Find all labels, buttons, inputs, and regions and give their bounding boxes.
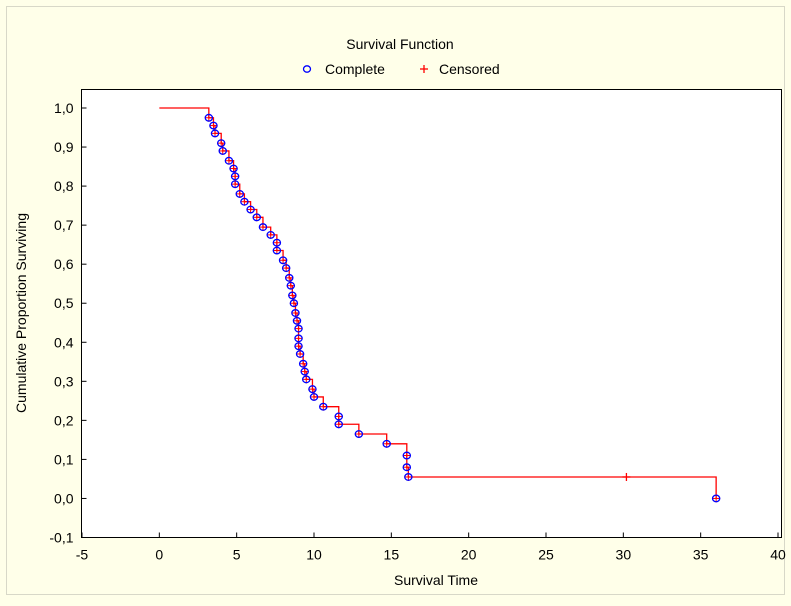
complete-point <box>309 392 319 401</box>
y-tick-label: -0,1 <box>49 530 73 546</box>
complete-point <box>291 308 300 317</box>
legend-censored-label: Censored <box>439 61 500 77</box>
complete-point <box>272 238 282 247</box>
plot-area <box>81 89 782 538</box>
complete-point <box>285 273 294 282</box>
complete-point <box>289 299 299 308</box>
legend-complete-label: Complete <box>325 61 385 77</box>
y-tick-label: 0,6 <box>54 256 74 272</box>
y-tick-label: 0,8 <box>54 178 74 194</box>
y-tick-label: 0,2 <box>54 412 74 428</box>
complete-point <box>210 129 220 138</box>
legend-censored-marker <box>420 65 428 73</box>
y-axis: -0,1 0,0 0,1 0,2 0,3 0,4 0,5 0,6 0,7 0,8 0,9 1,0 <box>49 100 87 546</box>
complete-point <box>294 324 303 333</box>
censored-point <box>622 472 631 481</box>
x-tick-label: 20 <box>461 547 477 563</box>
complete-point <box>298 359 308 368</box>
complete-point <box>319 402 328 411</box>
complete-point <box>246 205 255 214</box>
complete-point <box>402 451 412 460</box>
x-tick-label: 40 <box>770 547 786 563</box>
y-tick-label: 0,1 <box>54 451 74 467</box>
x-tick-label: -5 <box>76 547 89 563</box>
complete-point <box>224 156 234 165</box>
x-tick-label: 5 <box>233 547 241 563</box>
complete-point <box>230 172 240 181</box>
complete-point <box>281 264 291 273</box>
complete-point <box>308 385 317 394</box>
y-tick-label: 0,4 <box>54 334 74 350</box>
complete-point <box>292 316 302 325</box>
complete-point <box>218 146 227 155</box>
x-axis: -5 0 5 10 15 20 25 30 35 40 <box>76 532 786 563</box>
x-axis-title: Survival Time <box>394 572 478 588</box>
complete-point <box>204 113 214 122</box>
complete-point <box>354 430 364 439</box>
x-tick-label: 10 <box>306 547 322 563</box>
x-tick-label: 30 <box>616 547 632 563</box>
y-tick-label: 0,3 <box>54 373 74 389</box>
y-axis-title: Cumulative Proportion Surviving <box>13 213 29 413</box>
complete-point <box>230 180 240 189</box>
chart-title: Survival Function <box>346 36 453 52</box>
complete-point <box>216 139 226 148</box>
complete-point <box>252 213 262 222</box>
marker-layer <box>204 113 721 503</box>
y-tick-label: 0,0 <box>54 490 74 506</box>
legend: Complete Censored <box>302 61 500 77</box>
x-tick-label: 35 <box>693 547 709 563</box>
complete-point <box>302 375 311 384</box>
complete-point <box>300 367 309 376</box>
complete-point <box>229 164 238 173</box>
legend-complete-marker <box>302 65 312 73</box>
complete-point <box>209 121 218 130</box>
x-tick-label: 25 <box>538 547 554 563</box>
complete-point <box>382 439 391 448</box>
complete-point <box>402 463 412 472</box>
x-tick-label: 0 <box>155 547 163 563</box>
x-tick-label: 15 <box>384 547 400 563</box>
y-tick-label: 0,5 <box>54 295 74 311</box>
complete-point <box>294 342 303 351</box>
complete-point <box>258 223 268 232</box>
complete-point <box>711 494 721 503</box>
complete-point <box>240 197 249 206</box>
complete-point <box>404 472 413 481</box>
y-tick-label: 0,9 <box>54 139 74 155</box>
complete-point <box>286 281 296 290</box>
complete-point <box>334 412 343 421</box>
complete-point <box>266 230 275 239</box>
complete-point <box>334 420 343 429</box>
complete-point <box>288 291 297 300</box>
y-tick-label: 0,7 <box>54 217 74 233</box>
complete-point <box>272 246 282 255</box>
complete-point <box>295 349 305 358</box>
y-tick-label: 1,0 <box>54 100 74 116</box>
complete-point <box>294 334 303 343</box>
complete-point <box>235 189 245 198</box>
complete-point <box>278 256 288 265</box>
